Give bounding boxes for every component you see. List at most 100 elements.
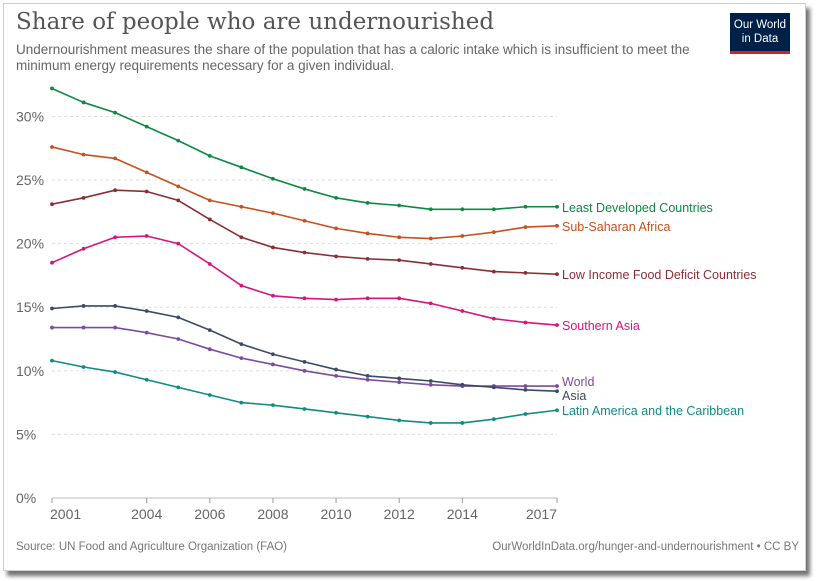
data-point-sub-saharan-africa [50, 145, 54, 149]
series-line-asia [51, 305, 558, 392]
series-label-asia: Asia [562, 389, 586, 403]
data-point-low-income-food-deficit-countries [397, 258, 402, 263]
data-point-sub-saharan-africa [555, 223, 559, 228]
logo-line-1: Our World [733, 19, 787, 31]
data-point-sub-saharan-africa [491, 230, 496, 235]
x-tick-label: 2017 [526, 506, 557, 522]
x-tick-label: 2010 [320, 506, 351, 522]
y-tick-label: 25% [16, 172, 44, 188]
data-point-asia [523, 387, 528, 392]
data-point-asia [81, 304, 86, 308]
data-point-asia [176, 315, 181, 320]
series-label-latin-america-and-the-caribbean: Latin America and the Caribbean [562, 404, 744, 418]
data-point-least-developed-countries [334, 195, 338, 200]
data-point-asia [460, 382, 465, 387]
data-point-world [50, 325, 54, 330]
credit-link[interactable]: OurWorldInData.org/hunger-and-undernouri… [492, 541, 799, 553]
y-tick-label: 10% [16, 363, 44, 379]
data-point-southern-asia [144, 234, 149, 238]
data-point-southern-asia [397, 296, 402, 301]
y-tick-label: 20% [16, 236, 44, 252]
data-point-low-income-food-deficit-countries [176, 198, 181, 203]
series-label-low-income-food-deficit-countries: Low Income Food Deficit Countries [562, 268, 757, 282]
data-point-world [81, 325, 86, 330]
data-point-low-income-food-deficit-countries [239, 235, 244, 240]
data-point-latin-america-and-the-caribbean [113, 370, 118, 374]
data-point-southern-asia [491, 316, 496, 321]
data-point-world [365, 377, 370, 382]
data-point-low-income-food-deficit-countries [302, 250, 307, 255]
data-point-world [555, 384, 559, 388]
data-point-sub-saharan-africa [207, 198, 212, 203]
data-point-asia [113, 304, 118, 308]
data-point-least-developed-countries [460, 207, 465, 212]
series-label-southern-asia: Southern Asia [562, 319, 640, 333]
chart-frame [3, 3, 806, 571]
data-point-world [523, 384, 528, 388]
data-point-southern-asia [302, 296, 307, 301]
data-point-asia [50, 306, 54, 311]
data-point-asia [555, 389, 559, 394]
source-note: Source: UN Food and Agriculture Organiza… [16, 541, 288, 553]
data-point-world [144, 330, 149, 335]
x-tick-label: 2001 [50, 506, 81, 522]
data-point-latin-america-and-the-caribbean [365, 414, 370, 419]
data-point-southern-asia [365, 296, 370, 301]
x-tick-label: 2012 [384, 506, 415, 522]
data-point-low-income-food-deficit-countries [491, 269, 496, 274]
data-point-world [271, 362, 275, 367]
data-point-world [397, 380, 402, 385]
data-point-southern-asia [523, 320, 528, 325]
data-point-latin-america-and-the-caribbean [302, 407, 307, 411]
data-point-low-income-food-deficit-countries [113, 188, 118, 193]
data-point-latin-america-and-the-caribbean [491, 417, 496, 422]
y-tick-label: 30% [16, 108, 44, 124]
data-point-world [428, 382, 433, 387]
data-point-asia [271, 352, 275, 357]
data-point-asia [365, 374, 370, 378]
series-label-sub-saharan-africa: Sub-Saharan Africa [562, 220, 670, 234]
data-point-least-developed-countries [207, 153, 212, 158]
data-point-low-income-food-deficit-countries [365, 256, 370, 261]
data-point-least-developed-countries [302, 187, 307, 191]
data-point-least-developed-countries [397, 203, 402, 208]
data-point-least-developed-countries [523, 204, 528, 209]
series-line-world [52, 326, 557, 387]
y-tick-label: 5% [16, 426, 36, 442]
data-point-asia [302, 360, 307, 364]
data-point-latin-america-and-the-caribbean [397, 418, 402, 423]
owid-logo[interactable]: Our World in Data [730, 13, 790, 54]
data-point-sub-saharan-africa [334, 226, 338, 231]
data-point-latin-america-and-the-caribbean [428, 421, 433, 425]
data-point-latin-america-and-the-caribbean [81, 365, 86, 369]
data-point-southern-asia [428, 301, 433, 306]
data-point-least-developed-countries [50, 86, 54, 91]
data-point-world [302, 368, 307, 373]
data-point-sub-saharan-africa [523, 225, 528, 229]
data-point-low-income-food-deficit-countries [428, 262, 433, 266]
data-point-sub-saharan-africa [239, 204, 244, 209]
data-point-low-income-food-deficit-countries [334, 254, 338, 259]
data-point-southern-asia [555, 323, 559, 327]
data-point-asia [207, 328, 212, 333]
x-tick-label: 2004 [131, 506, 162, 522]
data-point-least-developed-countries [176, 138, 181, 143]
data-point-low-income-food-deficit-countries [271, 245, 275, 250]
data-point-latin-america-and-the-caribbean [50, 358, 54, 363]
series-line-sub-saharan-africa [51, 146, 558, 240]
data-point-least-developed-countries [428, 207, 433, 212]
x-tick-label: 2008 [257, 506, 288, 522]
chart-title: Share of people who are undernourished [16, 9, 495, 35]
data-point-asia [239, 342, 244, 347]
data-point-world [207, 347, 212, 352]
x-tick-label: 2014 [447, 506, 478, 522]
data-point-low-income-food-deficit-countries [523, 270, 528, 275]
data-point-sub-saharan-africa [271, 211, 275, 216]
data-point-latin-america-and-the-caribbean [523, 412, 528, 416]
data-point-low-income-food-deficit-countries [460, 265, 465, 270]
data-point-asia [491, 385, 496, 390]
y-tick-label: 0% [16, 490, 36, 506]
data-point-sub-saharan-africa [302, 218, 307, 223]
data-point-southern-asia [271, 293, 275, 298]
